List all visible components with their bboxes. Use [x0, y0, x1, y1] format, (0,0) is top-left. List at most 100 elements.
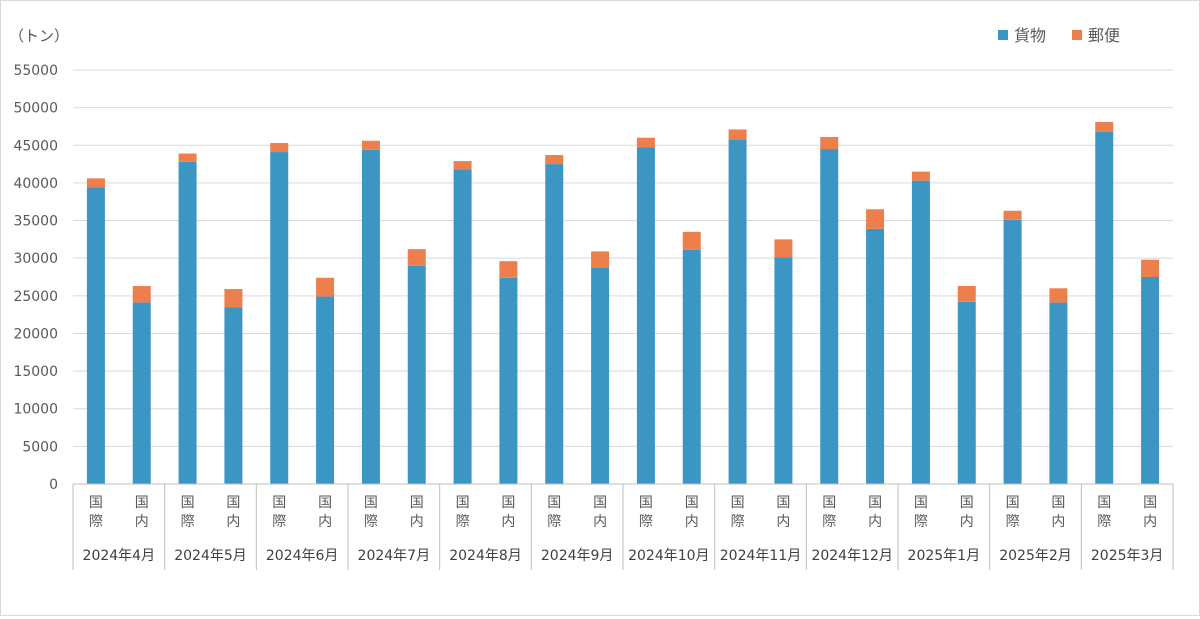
x-subcategory-label: 国際: [364, 495, 378, 530]
y-tick-label: 35000: [13, 214, 58, 230]
bar-mail: [499, 261, 518, 278]
bar-mail: [178, 153, 197, 162]
bar-mail: [545, 155, 564, 165]
bar-mail: [224, 289, 243, 308]
bars: [86, 121, 1160, 485]
x-subcategory-label: 国際: [822, 495, 836, 530]
y-tick-label: 25000: [13, 289, 58, 305]
bar-mail: [866, 209, 885, 229]
bar-mail: [728, 129, 747, 140]
bar-cargo: [1049, 302, 1068, 484]
legend-swatch-mail: [1072, 30, 1082, 40]
x-subcategory-label: 国内: [593, 495, 607, 530]
x-subcategory-label: 国内: [960, 495, 974, 530]
bar-cargo: [774, 257, 793, 484]
bar-mail: [316, 277, 335, 297]
bar-cargo: [316, 296, 335, 484]
bar-cargo: [407, 265, 426, 484]
legend: 貨物 郵便: [998, 26, 1120, 45]
bar-mail: [270, 143, 289, 153]
x-month-label: 2024年12月: [811, 548, 892, 564]
bar-mail: [361, 140, 380, 150]
bar-mail: [911, 171, 930, 181]
x-subcategory-label: 国内: [226, 495, 240, 530]
bar-cargo: [911, 180, 930, 484]
x-month-label: 2024年4月: [83, 548, 156, 564]
x-subcategory-label: 国際: [456, 495, 470, 530]
bar-cargo: [86, 187, 105, 484]
bar-cargo: [361, 149, 380, 484]
bar-mail: [1141, 259, 1160, 277]
x-subcategory-label: 国内: [318, 495, 332, 530]
bar-mail: [682, 231, 701, 250]
x-subcategory-label: 国際: [1097, 495, 1111, 530]
bar-cargo: [499, 277, 518, 484]
legend-swatch-cargo: [998, 30, 1008, 40]
bar-cargo: [591, 267, 610, 484]
bar-mail: [453, 161, 472, 170]
bar-mail: [132, 286, 151, 303]
y-tick-label: 55000: [13, 63, 58, 79]
x-month-label: 2024年7月: [358, 548, 431, 564]
bar-cargo: [636, 147, 655, 484]
bar-mail: [86, 178, 105, 188]
x-subcategory-label: 国際: [547, 495, 561, 530]
bar-cargo: [728, 139, 747, 484]
x-month-label: 2024年5月: [174, 548, 247, 564]
y-tick-label: 40000: [13, 176, 58, 192]
x-subcategory-label: 国内: [410, 495, 424, 530]
bar-mail: [957, 286, 976, 302]
y-tick-label: 15000: [13, 364, 58, 380]
bar-cargo: [132, 302, 151, 484]
x-subcategory-label: 国内: [776, 495, 790, 530]
x-month-label: 2025年2月: [999, 548, 1072, 564]
bar-cargo: [270, 152, 289, 484]
x-subcategory-label: 国際: [181, 495, 195, 530]
x-subcategory-label: 国際: [731, 495, 745, 530]
y-axis-tick-labels: 0 5000 10000 15000 20000 25000 30000 35000 40000…: [13, 63, 58, 493]
y-tick-label: 45000: [13, 138, 58, 154]
bar-cargo: [178, 161, 197, 484]
bar-mail: [1003, 210, 1022, 220]
bar-mail: [774, 239, 793, 258]
x-subcategory-label: 国内: [685, 495, 699, 530]
x-month-label: 2024年10月: [628, 548, 709, 564]
x-axis: 国際国内国際国内国際国内国際国内国際国内国際国内国際国内国際国内国際国内国際国内…: [72, 483, 1174, 570]
bar-mail: [820, 136, 839, 150]
bar-cargo: [1095, 131, 1114, 484]
bar-cargo: [453, 169, 472, 485]
x-month-label: 2024年11月: [720, 548, 801, 564]
x-subcategory-label: 国際: [914, 495, 928, 530]
bar-mail: [1049, 288, 1068, 303]
legend-label-cargo: 貨物: [1014, 26, 1046, 45]
bar-mail: [591, 251, 610, 268]
bar-cargo: [545, 164, 564, 484]
x-subcategory-label: 国際: [89, 495, 103, 530]
bar-cargo: [682, 249, 701, 484]
x-subcategory-label: 国際: [272, 495, 286, 530]
bar-cargo: [866, 228, 885, 484]
y-tick-label: 30000: [13, 251, 58, 267]
x-month-label: 2024年9月: [541, 548, 614, 564]
x-subcategory-label: 国内: [135, 495, 149, 530]
bar-mail: [407, 249, 426, 266]
x-month-label: 2024年6月: [266, 548, 339, 564]
x-subcategory-label: 国内: [501, 495, 515, 530]
legend-label-mail: 郵便: [1088, 26, 1120, 45]
x-month-label: 2025年3月: [1091, 548, 1164, 564]
y-tick-label: 0: [49, 477, 58, 493]
y-axis-unit-label: （トン）: [9, 27, 69, 45]
x-subcategory-label: 国内: [1051, 495, 1065, 530]
x-month-label: 2024年8月: [449, 548, 522, 564]
y-tick-label: 5000: [22, 439, 58, 455]
x-subcategory-label: 国際: [639, 495, 653, 530]
x-subcategory-label: 国際: [1006, 495, 1020, 530]
bar-cargo: [224, 307, 243, 484]
x-month-label: 2025年1月: [908, 548, 981, 564]
bar-cargo: [957, 301, 976, 484]
gridlines: [73, 69, 1173, 447]
x-subcategory-label: 国内: [1143, 495, 1157, 530]
bar-mail: [636, 137, 655, 148]
